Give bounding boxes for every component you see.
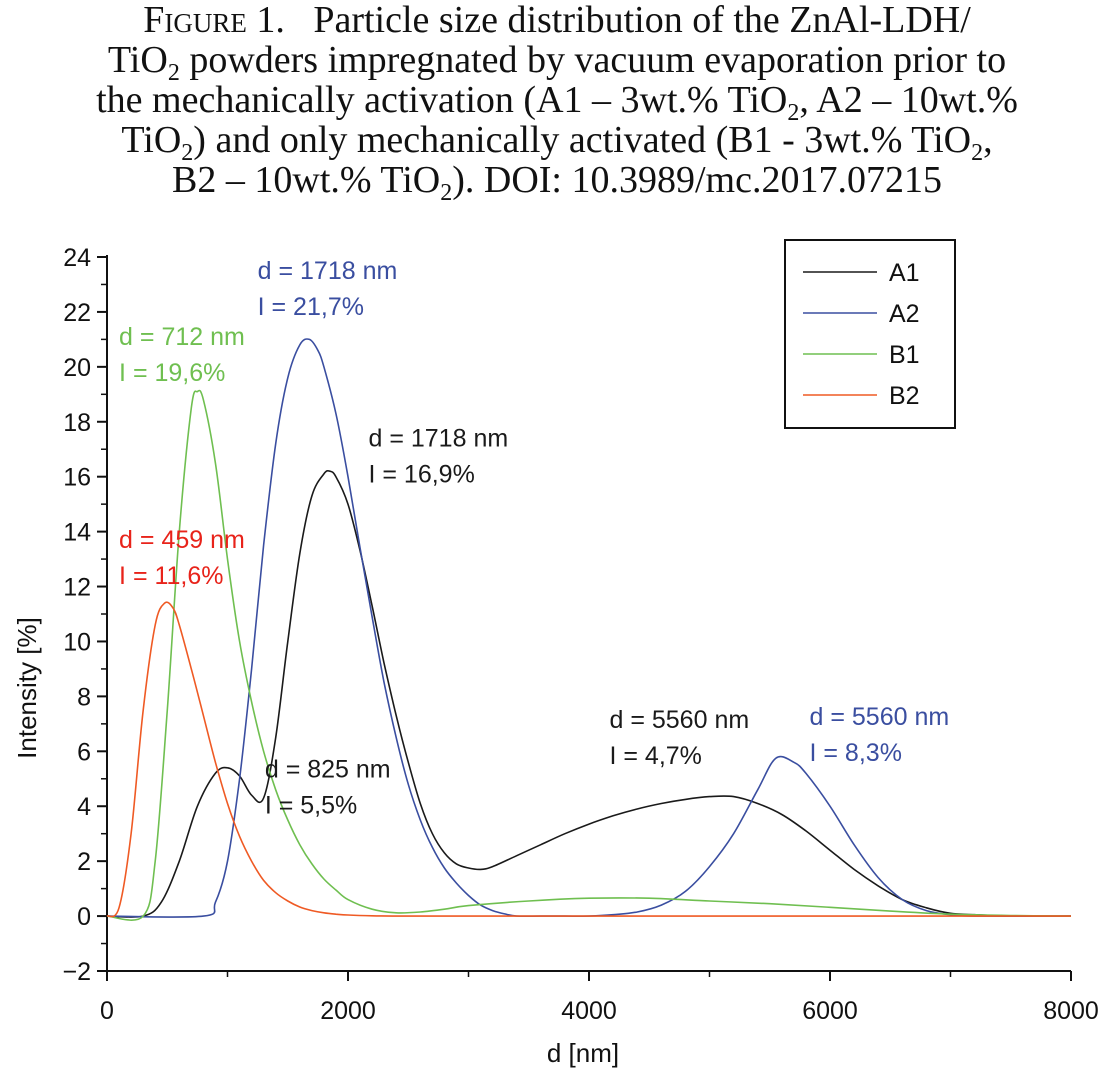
legend-label-b2: B2 bbox=[889, 382, 920, 410]
legend-label-a1: A1 bbox=[889, 259, 920, 287]
y-tick-label: 22 bbox=[63, 299, 91, 327]
annotation-diameter: d = 1718 nm bbox=[368, 424, 508, 452]
series-line-b2 bbox=[106, 601, 1071, 918]
caption-subscript: 2 bbox=[971, 140, 984, 166]
caption-text: , A2 – 10wt.% bbox=[799, 79, 1018, 121]
annotation-intensity: I = 21,7% bbox=[258, 293, 364, 321]
y-tick-label: 20 bbox=[63, 354, 91, 382]
chart-annotations: d = 1718 nm I = 21,7% d = 712 nm I = 19,6% d… bbox=[119, 257, 949, 819]
annotation-diameter: d = 825 nm bbox=[265, 755, 391, 783]
caption-text: powders impregnated by vacuum evaporatio… bbox=[179, 39, 1007, 81]
figure-caption: Figure 1. Particle size distribution of … bbox=[0, 0, 1114, 205]
annotation-intensity: I = 16,9% bbox=[368, 460, 474, 488]
annotation-intensity: I = 5,5% bbox=[265, 791, 357, 819]
series-line-a1 bbox=[106, 469, 1072, 918]
caption-subscript: 2 bbox=[787, 100, 800, 126]
x-tick-label: 4000 bbox=[561, 997, 617, 1025]
annotation-diameter: d = 1718 nm bbox=[258, 257, 398, 285]
chart-legend: A1 A2 B1 B2 bbox=[784, 239, 956, 429]
y-tick-label: 14 bbox=[63, 519, 91, 547]
y-tick-label: 10 bbox=[63, 628, 91, 656]
x-tick-label: 8000 bbox=[1043, 997, 1099, 1025]
x-tick-label: 2000 bbox=[320, 997, 376, 1025]
x-tick-label: 0 bbox=[100, 997, 114, 1025]
x-axis-label: d [nm] bbox=[547, 1038, 619, 1068]
y-tick-label: 0 bbox=[77, 903, 91, 931]
caption-text: , bbox=[983, 119, 993, 161]
caption-text: B2 – 10wt.% TiO bbox=[172, 159, 441, 201]
caption-text: ). DOI: 10.3989/mc.2017.07215 bbox=[452, 159, 942, 201]
y-tick-label: 12 bbox=[63, 574, 91, 602]
y-tick-label: −2 bbox=[62, 958, 91, 986]
y-tick-label: 6 bbox=[77, 738, 91, 766]
chart-series-lines bbox=[106, 338, 1072, 921]
y-tick-label: 8 bbox=[77, 683, 91, 711]
caption-text: the mechanically activation (A1 – 3wt.% … bbox=[96, 79, 788, 121]
annotation-diameter: d = 5560 nm bbox=[810, 703, 950, 731]
y-tick-label: 18 bbox=[63, 409, 91, 437]
annotation-diameter: d = 5560 nm bbox=[609, 706, 749, 734]
caption-subscript: 2 bbox=[167, 60, 180, 86]
annotation-intensity: I = 19,6% bbox=[119, 359, 225, 387]
caption-text: Particle size distribution of the ZnAl-L… bbox=[313, 0, 971, 41]
series-line-b1 bbox=[106, 389, 1072, 921]
legend-box bbox=[784, 239, 956, 429]
y-tick-label: 16 bbox=[63, 464, 91, 492]
caption-text: ) and only mechanically activated (B1 - … bbox=[193, 119, 972, 161]
caption-label: Figure 1. bbox=[143, 0, 285, 41]
legend-label-a2: A2 bbox=[889, 300, 920, 328]
y-axis-label: Intensity [%] bbox=[12, 617, 42, 759]
caption-subscript: 2 bbox=[181, 140, 194, 166]
annotation-diameter: d = 459 nm bbox=[119, 526, 245, 554]
y-tick-label: 4 bbox=[77, 793, 91, 821]
annotation-intensity: I = 8,3% bbox=[810, 739, 902, 767]
x-tick-label: 6000 bbox=[802, 997, 858, 1025]
y-tick-label: 24 bbox=[63, 244, 91, 272]
legend-label-b1: B1 bbox=[889, 341, 920, 369]
caption-text: TiO bbox=[107, 39, 168, 81]
series-line-a2 bbox=[106, 338, 1072, 918]
caption-text: TiO bbox=[121, 119, 182, 161]
annotation-diameter: d = 712 nm bbox=[119, 323, 245, 351]
caption-subscript: 2 bbox=[440, 180, 453, 206]
annotation-intensity: I = 4,7% bbox=[609, 742, 701, 770]
annotation-intensity: I = 11,6% bbox=[119, 562, 223, 590]
y-tick-label: 2 bbox=[77, 848, 91, 876]
